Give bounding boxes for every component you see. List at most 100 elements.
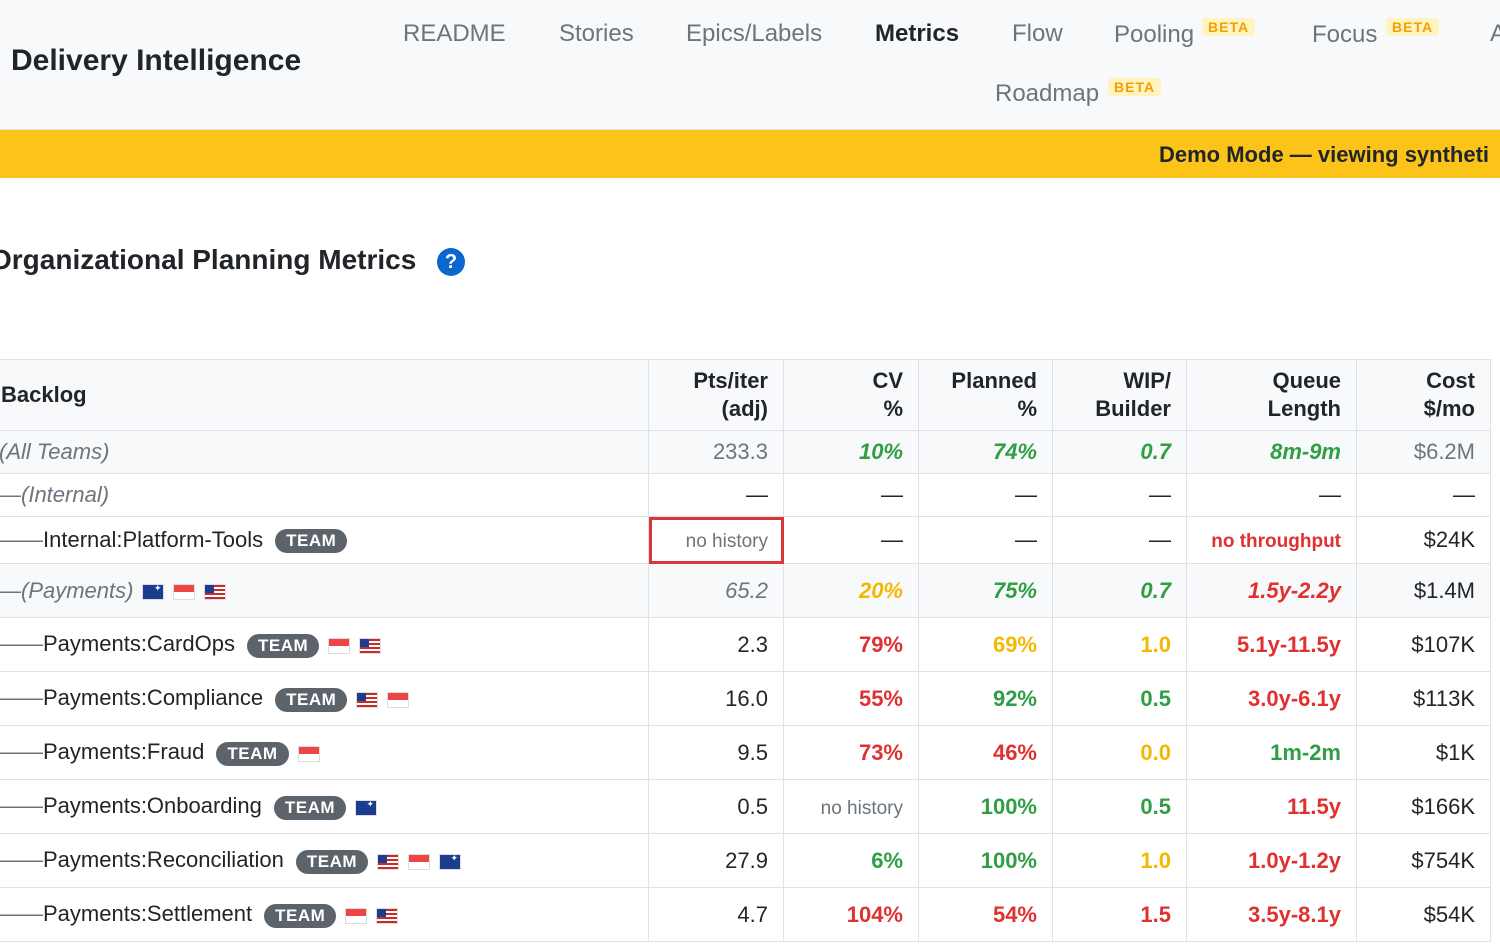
brand-title[interactable]: Delivery Intelligence — [11, 44, 302, 77]
us-flag-icon — [377, 853, 400, 870]
row-name-cell: —(Payments) — [0, 563, 649, 618]
cell-pts: — — [648, 473, 784, 517]
cell-wip: 0.7 — [1052, 563, 1187, 618]
cell-planned: — — [918, 516, 1053, 564]
cell-cv: — — [783, 473, 919, 517]
team-badge: TEAM — [275, 529, 348, 554]
beta-badge-roadmap: BETA — [1108, 78, 1162, 96]
cell-planned: — — [918, 473, 1053, 517]
help-icon[interactable]: ? — [437, 248, 465, 276]
cell-wip: 1.0 — [1052, 833, 1187, 888]
cell-pts-no-history[interactable]: no history — [648, 516, 784, 564]
nav-tab-stories[interactable]: Stories — [559, 20, 634, 47]
nav-tab-overflow[interactable]: A — [1490, 20, 1500, 47]
col-header-wip-builder[interactable]: WIP/Builder — [1052, 359, 1187, 431]
cell-cv: 73% — [783, 725, 919, 780]
table-row-platform-tools[interactable]: —— Internal:Platform-Tools TEAM no history… — [0, 516, 1491, 564]
table-header-row: Backlog Pts/iter (adj) CV% Planned% WIP/B… — [0, 359, 1491, 431]
cell-cost: $1.4M — [1356, 563, 1491, 618]
team-name[interactable]: Internal:Platform-Tools — [43, 526, 264, 552]
top-header: Delivery Intelligence README Stories Epi… — [0, 0, 1500, 130]
cell-cv: 79% — [783, 617, 919, 672]
cell-queue: 1m-2m — [1186, 725, 1357, 780]
cell-planned: 100% — [918, 833, 1053, 888]
table-row-all-teams[interactable]: (All Teams) 233.3 10% 74% 0.7 8m-9m $6.2… — [0, 430, 1491, 474]
nav-tab-roadmap[interactable]: Roadmap — [995, 80, 1100, 107]
cell-queue: 3.5y-8.1y — [1186, 887, 1357, 942]
col-header-backlog[interactable]: Backlog — [0, 359, 649, 431]
nav-tab-readme[interactable]: README — [403, 20, 506, 47]
cell-queue: 3.0y-6.1y — [1186, 671, 1357, 726]
row-name: —(Internal) — [0, 473, 649, 517]
team-badge: TEAM — [273, 795, 347, 820]
cell-wip: 0.7 — [1052, 430, 1187, 474]
cell-cost: $54K — [1356, 887, 1491, 942]
nav-tab-epics-labels[interactable]: Epics/Labels — [686, 20, 823, 47]
cell-cost: $754K — [1356, 833, 1491, 888]
metrics-table: Backlog Pts/iter (adj) CV% Planned% WIP/B… — [0, 359, 1491, 942]
cell-wip: 0.5 — [1052, 671, 1187, 726]
cell-cost: $113K — [1356, 671, 1491, 726]
col-header-cost[interactable]: Cost $/mo — [1356, 359, 1491, 431]
cell-planned: 75% — [918, 563, 1053, 618]
nav-tab-focus[interactable]: Focus — [1312, 21, 1378, 48]
col-header-pts-iter[interactable]: Pts/iter (adj) — [648, 359, 784, 431]
team-name[interactable]: Payments:CardOps — [43, 631, 235, 657]
nav-tab-metrics[interactable]: Metrics — [875, 20, 960, 47]
beta-badge-focus: BETA — [1386, 18, 1440, 36]
row-name-cell: ——Payments:Onboarding TEAM — [0, 779, 649, 834]
cell-cv: 104% — [783, 887, 919, 942]
cell-pts: 2.3 — [648, 617, 784, 672]
singapore-flag-icon — [173, 583, 196, 600]
col-header-planned[interactable]: Planned% — [918, 359, 1053, 431]
nav-tab-pooling[interactable]: Pooling — [1114, 21, 1195, 48]
cell-queue: 1.5y-2.2y — [1186, 563, 1357, 618]
team-badge: TEAM — [295, 849, 369, 874]
cell-planned: 69% — [918, 617, 1053, 672]
table-row-compliance[interactable]: ——Payments:Compliance TEAM 16.0 55% 92% 0… — [0, 671, 1491, 726]
col-header-queue-length[interactable]: Queue Length — [1186, 359, 1357, 431]
team-name[interactable]: Payments:Compliance — [43, 685, 264, 711]
australia-flag-icon — [355, 799, 378, 816]
team-badge: TEAM — [216, 741, 289, 766]
table-row-cardops[interactable]: ——Payments:CardOps TEAM 2.3 79% 69% 1.0 5… — [0, 617, 1491, 672]
demo-mode-text: Demo Mode — viewing syntheti — [1159, 142, 1490, 167]
cell-planned: 100% — [918, 779, 1053, 834]
team-name[interactable]: Payments:Reconciliation — [43, 847, 284, 873]
cell-cost: $107K — [1356, 617, 1491, 672]
cell-queue: — — [1186, 473, 1357, 517]
singapore-flag-icon — [345, 907, 368, 924]
cell-planned: 92% — [918, 671, 1053, 726]
team-name[interactable]: Payments:Settlement — [43, 901, 253, 927]
cell-queue: 1.0y-1.2y — [1186, 833, 1357, 888]
cell-cv: no history — [783, 779, 919, 834]
team-name[interactable]: Payments:Onboarding — [43, 793, 262, 819]
cell-queue: no throughput — [1186, 516, 1357, 564]
team-name[interactable]: Payments:Fraud — [43, 739, 205, 765]
australia-flag-icon — [142, 583, 165, 600]
cell-queue: 8m-9m — [1186, 430, 1357, 474]
nav-tab-flow[interactable]: Flow — [1012, 20, 1063, 47]
demo-mode-banner: Demo Mode — viewing syntheti — [0, 130, 1500, 178]
cell-wip: 0.5 — [1052, 779, 1187, 834]
cell-pts: 16.0 — [648, 671, 784, 726]
australia-flag-icon — [439, 853, 462, 870]
cell-wip: 0.0 — [1052, 725, 1187, 780]
cell-planned: 74% — [918, 430, 1053, 474]
cell-pts: 27.9 — [648, 833, 784, 888]
col-header-cv[interactable]: CV% — [783, 359, 919, 431]
cell-wip: — — [1052, 516, 1187, 564]
table-row-internal-group[interactable]: —(Internal) — — — — — — — [0, 473, 1491, 517]
singapore-flag-icon — [297, 745, 320, 762]
row-name-cell: ——Payments:Compliance TEAM — [0, 671, 649, 726]
cell-cost: $1K — [1356, 725, 1491, 780]
cell-wip: 1.5 — [1052, 887, 1187, 942]
singapore-flag-icon — [387, 691, 410, 708]
table-row-settlement[interactable]: ——Payments:Settlement TEAM 4.7 104% 54% 1… — [0, 887, 1491, 942]
us-flag-icon — [376, 907, 399, 924]
row-name: (All Teams) — [0, 430, 649, 474]
table-row-fraud[interactable]: ——Payments:Fraud TEAM 9.5 73% 46% 0.0 1m-… — [0, 725, 1491, 780]
table-row-payments-group[interactable]: —(Payments) 65.2 20% 75% 0.7 1.5y-2.2y $… — [0, 563, 1491, 618]
